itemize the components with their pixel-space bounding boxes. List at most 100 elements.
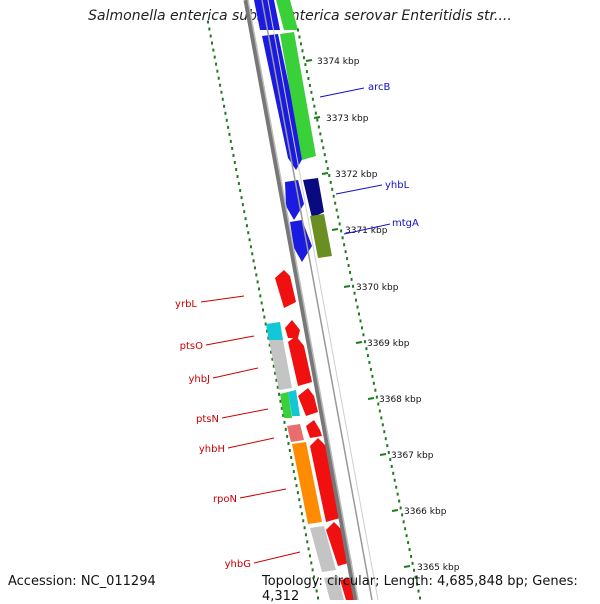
dotted-tick bbox=[302, 56, 305, 60]
dotted-tick bbox=[209, 34, 212, 38]
dotted-tick bbox=[328, 173, 331, 177]
dotted-tick bbox=[300, 512, 303, 516]
feature-arcb-green bbox=[280, 32, 316, 160]
scale-label: 3365 kbp bbox=[417, 563, 460, 573]
gene-label-ptso: ptsO bbox=[180, 341, 203, 352]
dotted-tick bbox=[247, 231, 250, 235]
scale-label: 3370 kbp bbox=[356, 283, 399, 293]
dotted-tick bbox=[396, 492, 399, 496]
dotted-tick bbox=[411, 561, 414, 565]
mtga-leader-line bbox=[343, 223, 391, 235]
accession-text: Accession: NC_011294 bbox=[8, 574, 156, 589]
dotted-tick bbox=[358, 312, 360, 316]
dotted-tick bbox=[217, 76, 220, 80]
scale-label: 3373 kbp bbox=[326, 114, 369, 124]
feature-top-green bbox=[276, 0, 298, 30]
dotted-tick bbox=[383, 430, 386, 434]
dotted-tick bbox=[208, 27, 211, 31]
dotted-tick bbox=[344, 250, 347, 254]
dotted-tick bbox=[359, 319, 362, 323]
scale-label: 3366 kbp bbox=[404, 507, 447, 517]
dotted-tick bbox=[306, 540, 309, 544]
inner-dotted-ticks bbox=[297, 28, 421, 600]
dotted-tick bbox=[347, 264, 350, 268]
dotted-tick bbox=[298, 35, 301, 39]
dotted-tick bbox=[329, 180, 332, 184]
dotted-tick bbox=[319, 132, 322, 136]
dotted-tick bbox=[220, 90, 223, 94]
dotted-tick bbox=[313, 104, 316, 108]
dotted-tick bbox=[259, 294, 262, 298]
scale-label: 3372 kbp bbox=[335, 170, 378, 180]
dotted-tick bbox=[375, 395, 378, 399]
dotted-tick bbox=[296, 491, 299, 495]
dotted-tick bbox=[221, 97, 224, 101]
feature-yhbh-pink bbox=[287, 424, 304, 442]
dotted-tick bbox=[283, 420, 286, 424]
dotted-tick bbox=[248, 238, 251, 242]
dotted-tick bbox=[232, 153, 235, 157]
dotted-tick bbox=[245, 224, 248, 228]
scale-label: 3374 kbp bbox=[317, 57, 360, 67]
dotted-tick bbox=[325, 160, 328, 164]
feature-yhbj-red bbox=[288, 336, 312, 386]
gene-label-yhbg: yhbG bbox=[225, 559, 251, 570]
dotted-tick bbox=[349, 270, 352, 274]
dotted-tick bbox=[402, 520, 405, 524]
dotted-tick bbox=[301, 49, 304, 53]
outer-dotted-ticks bbox=[207, 20, 319, 600]
dotted-tick bbox=[239, 189, 242, 193]
dotted-tick bbox=[386, 444, 389, 448]
dotted-tick bbox=[380, 416, 383, 420]
dotted-tick bbox=[355, 298, 358, 302]
dotted-tick bbox=[275, 378, 278, 382]
feature-arcb-blue bbox=[262, 34, 304, 170]
dotted-tick bbox=[216, 69, 219, 73]
scale-label: 3371 kbp bbox=[345, 226, 388, 236]
feature-ptso-cyan bbox=[266, 322, 283, 341]
gene-label-ptsn: ptsN bbox=[196, 414, 219, 425]
dotted-tick bbox=[305, 70, 308, 74]
dotted-tick bbox=[413, 568, 416, 572]
dotted-tick bbox=[271, 357, 274, 361]
dotted-tick bbox=[315, 589, 318, 593]
dotted-tick bbox=[225, 118, 228, 122]
dotted-tick bbox=[346, 257, 349, 261]
dotted-tick bbox=[298, 498, 301, 502]
dotted-tick bbox=[368, 360, 371, 364]
feature-ptsn-cyan bbox=[288, 390, 300, 416]
dotted-tick bbox=[212, 48, 215, 52]
dotted-tick bbox=[410, 554, 413, 558]
dotted-tick bbox=[366, 354, 369, 358]
dotted-tick bbox=[398, 499, 401, 503]
dotted-tick bbox=[302, 519, 305, 523]
dotted-tick bbox=[252, 259, 255, 263]
gene-label-yhbj: yhbJ bbox=[188, 374, 210, 385]
dotted-tick bbox=[317, 596, 319, 600]
ptso-leader-line bbox=[205, 335, 255, 346]
dotted-tick bbox=[405, 534, 408, 538]
dotted-tick bbox=[307, 547, 310, 551]
dotted-tick bbox=[323, 153, 326, 157]
gene-label-rpon: rpoN bbox=[213, 494, 237, 505]
dotted-tick bbox=[320, 139, 323, 143]
dotted-tick bbox=[389, 457, 392, 461]
dotted-tick bbox=[352, 284, 355, 288]
dotted-tick bbox=[231, 146, 234, 150]
gene-label-yhbl: yhbL bbox=[385, 180, 410, 191]
dotted-tick bbox=[256, 280, 259, 284]
dotted-tick bbox=[268, 343, 271, 347]
dotted-tick bbox=[371, 374, 374, 378]
dotted-tick bbox=[299, 42, 302, 46]
arcb-leader-line bbox=[319, 87, 365, 98]
dotted-tick bbox=[274, 371, 277, 375]
dotted-tick bbox=[291, 463, 294, 467]
feature-top-blue bbox=[254, 0, 280, 30]
dotted-tick bbox=[299, 505, 302, 509]
dotted-tick bbox=[253, 266, 256, 270]
feature-bottom-red bbox=[340, 578, 356, 600]
dotted-tick bbox=[235, 168, 238, 172]
dotted-tick bbox=[399, 506, 402, 510]
dotted-tick bbox=[338, 222, 341, 226]
